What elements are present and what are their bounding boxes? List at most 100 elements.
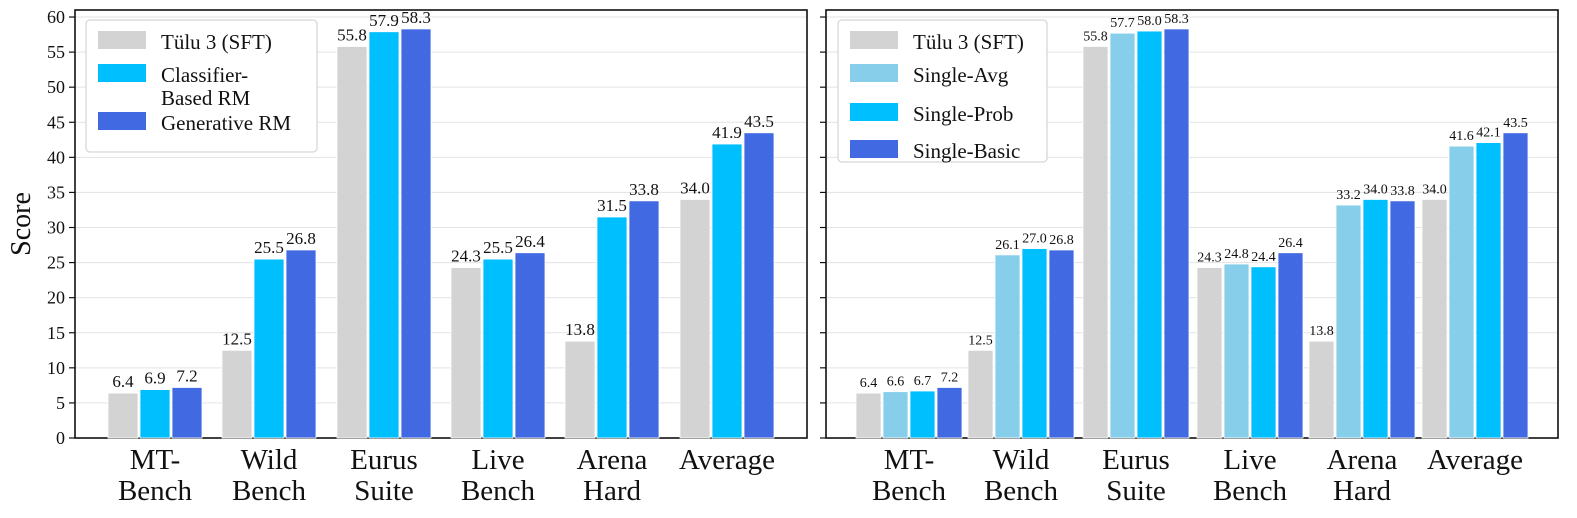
plot-frame bbox=[74, 9, 808, 439]
x-tick-label: Bench bbox=[1213, 475, 1288, 507]
bar-3-3 bbox=[1136, 30, 1163, 439]
x-tick-label: Live bbox=[471, 444, 524, 476]
data-label: 7.2 bbox=[941, 370, 959, 385]
data-label: 34.0 bbox=[1363, 182, 1388, 197]
legend-swatch bbox=[98, 112, 146, 130]
data-label: 26.4 bbox=[1278, 236, 1303, 251]
x-tick-label: Eurus bbox=[1102, 444, 1170, 476]
bar-3-5 bbox=[628, 200, 660, 439]
legend-swatch bbox=[98, 64, 146, 82]
data-label: 25.5 bbox=[254, 238, 284, 257]
y-tick-label: 5 bbox=[56, 393, 65, 413]
data-label: 6.4 bbox=[112, 372, 134, 391]
bar-3-2 bbox=[285, 249, 317, 439]
x-tick-label: Bench bbox=[872, 475, 947, 507]
data-label: 13.8 bbox=[1309, 324, 1334, 339]
data-label: 57.9 bbox=[369, 11, 399, 30]
x-tick-label: Bench bbox=[118, 475, 193, 507]
data-label: 24.3 bbox=[451, 247, 481, 266]
bar-2-1 bbox=[139, 389, 171, 439]
data-label: 33.8 bbox=[1390, 184, 1415, 199]
data-label: 26.8 bbox=[286, 229, 316, 248]
bar-4-6 bbox=[1502, 132, 1529, 439]
y-tick-label: 20 bbox=[47, 288, 65, 308]
data-label: 58.3 bbox=[401, 8, 431, 27]
data-label: 24.8 bbox=[1224, 247, 1249, 262]
data-label: 13.8 bbox=[565, 320, 595, 339]
y-tick-label: 60 bbox=[47, 7, 65, 27]
data-label: 57.7 bbox=[1110, 16, 1135, 31]
x-tick-label: Suite bbox=[1106, 475, 1166, 507]
bar-4-3 bbox=[1163, 28, 1190, 439]
x-tick-label: Suite bbox=[354, 475, 414, 507]
legend-frame bbox=[837, 19, 1048, 163]
data-label: 34.0 bbox=[1422, 182, 1447, 197]
bar-2-5 bbox=[596, 216, 628, 439]
legend-label: Tülu 3 (SFT) bbox=[161, 30, 272, 54]
data-label: 24.3 bbox=[1197, 251, 1222, 266]
y-tick-label: 40 bbox=[47, 147, 65, 167]
chart-legend-1: Tülu 3 (SFT) Classifier-Based RMGenerativ… bbox=[85, 19, 318, 153]
data-label: 6.9 bbox=[144, 369, 165, 388]
data-label: 55.8 bbox=[337, 25, 367, 44]
bar-3-5 bbox=[1362, 199, 1389, 439]
data-label: 33.8 bbox=[629, 180, 659, 199]
x-tick-label: Bench bbox=[984, 475, 1059, 507]
bar-4-5 bbox=[1389, 200, 1416, 439]
bar-2-4 bbox=[482, 258, 514, 439]
bar-1-1 bbox=[855, 392, 882, 439]
x-tick-label: Average bbox=[679, 444, 775, 476]
bar-4-2 bbox=[1048, 249, 1075, 439]
bar-2-4 bbox=[1223, 263, 1250, 439]
bar-4-4 bbox=[1277, 252, 1304, 439]
data-label: 12.5 bbox=[968, 333, 993, 348]
y-tick-label: 0 bbox=[56, 428, 65, 448]
y-tick-label: 35 bbox=[47, 182, 65, 202]
x-tick-label: Wild bbox=[993, 444, 1050, 476]
bar-3-1 bbox=[909, 390, 936, 439]
x-tick-label: Eurus bbox=[350, 444, 418, 476]
y-tick-label: 25 bbox=[47, 253, 65, 273]
data-label: 43.5 bbox=[1503, 116, 1528, 131]
legend-label: Single-Prob bbox=[913, 102, 1013, 126]
y-tick-label: 50 bbox=[47, 77, 65, 97]
legend-swatch bbox=[850, 31, 898, 49]
data-label: 25.5 bbox=[483, 238, 513, 257]
bar-1-6 bbox=[679, 199, 711, 439]
data-label: 41.9 bbox=[712, 123, 742, 142]
legend-swatch bbox=[850, 140, 898, 158]
plot-frame bbox=[825, 9, 1559, 439]
bar-1-5 bbox=[564, 340, 596, 439]
data-label: 12.5 bbox=[222, 329, 252, 348]
bar-1-2 bbox=[967, 349, 994, 439]
bar-1-3 bbox=[1082, 46, 1109, 439]
bar-3-4 bbox=[1250, 266, 1277, 439]
legend-swatch bbox=[850, 64, 898, 82]
x-tick-label: Hard bbox=[1333, 475, 1391, 507]
data-label: 7.2 bbox=[176, 366, 197, 385]
y-tick-label: 55 bbox=[47, 42, 65, 62]
legend-swatch bbox=[850, 103, 898, 121]
bar-3-2 bbox=[1021, 248, 1048, 439]
data-label: 6.6 bbox=[887, 375, 905, 390]
bar-2-2 bbox=[253, 258, 285, 439]
x-tick-label: Average bbox=[1427, 444, 1523, 476]
data-label: 26.4 bbox=[515, 232, 545, 251]
y-tick-label: 10 bbox=[47, 358, 65, 378]
bar-2-6 bbox=[1448, 145, 1475, 439]
data-label: 55.8 bbox=[1083, 29, 1108, 44]
data-label: 33.2 bbox=[1336, 188, 1361, 203]
bar-1-3 bbox=[336, 46, 368, 439]
bar-1-1 bbox=[107, 392, 139, 439]
bar-2-2 bbox=[994, 254, 1021, 439]
bar-2-6 bbox=[711, 143, 743, 439]
y-tick-label: 15 bbox=[47, 323, 65, 343]
bar-1-4 bbox=[1196, 267, 1223, 439]
x-tick-label: MT- bbox=[884, 444, 935, 476]
y-tick-label: 30 bbox=[47, 218, 65, 238]
data-label: 58.3 bbox=[1164, 12, 1189, 27]
data-label: 58.0 bbox=[1137, 14, 1162, 29]
data-label: 41.6 bbox=[1449, 129, 1474, 144]
